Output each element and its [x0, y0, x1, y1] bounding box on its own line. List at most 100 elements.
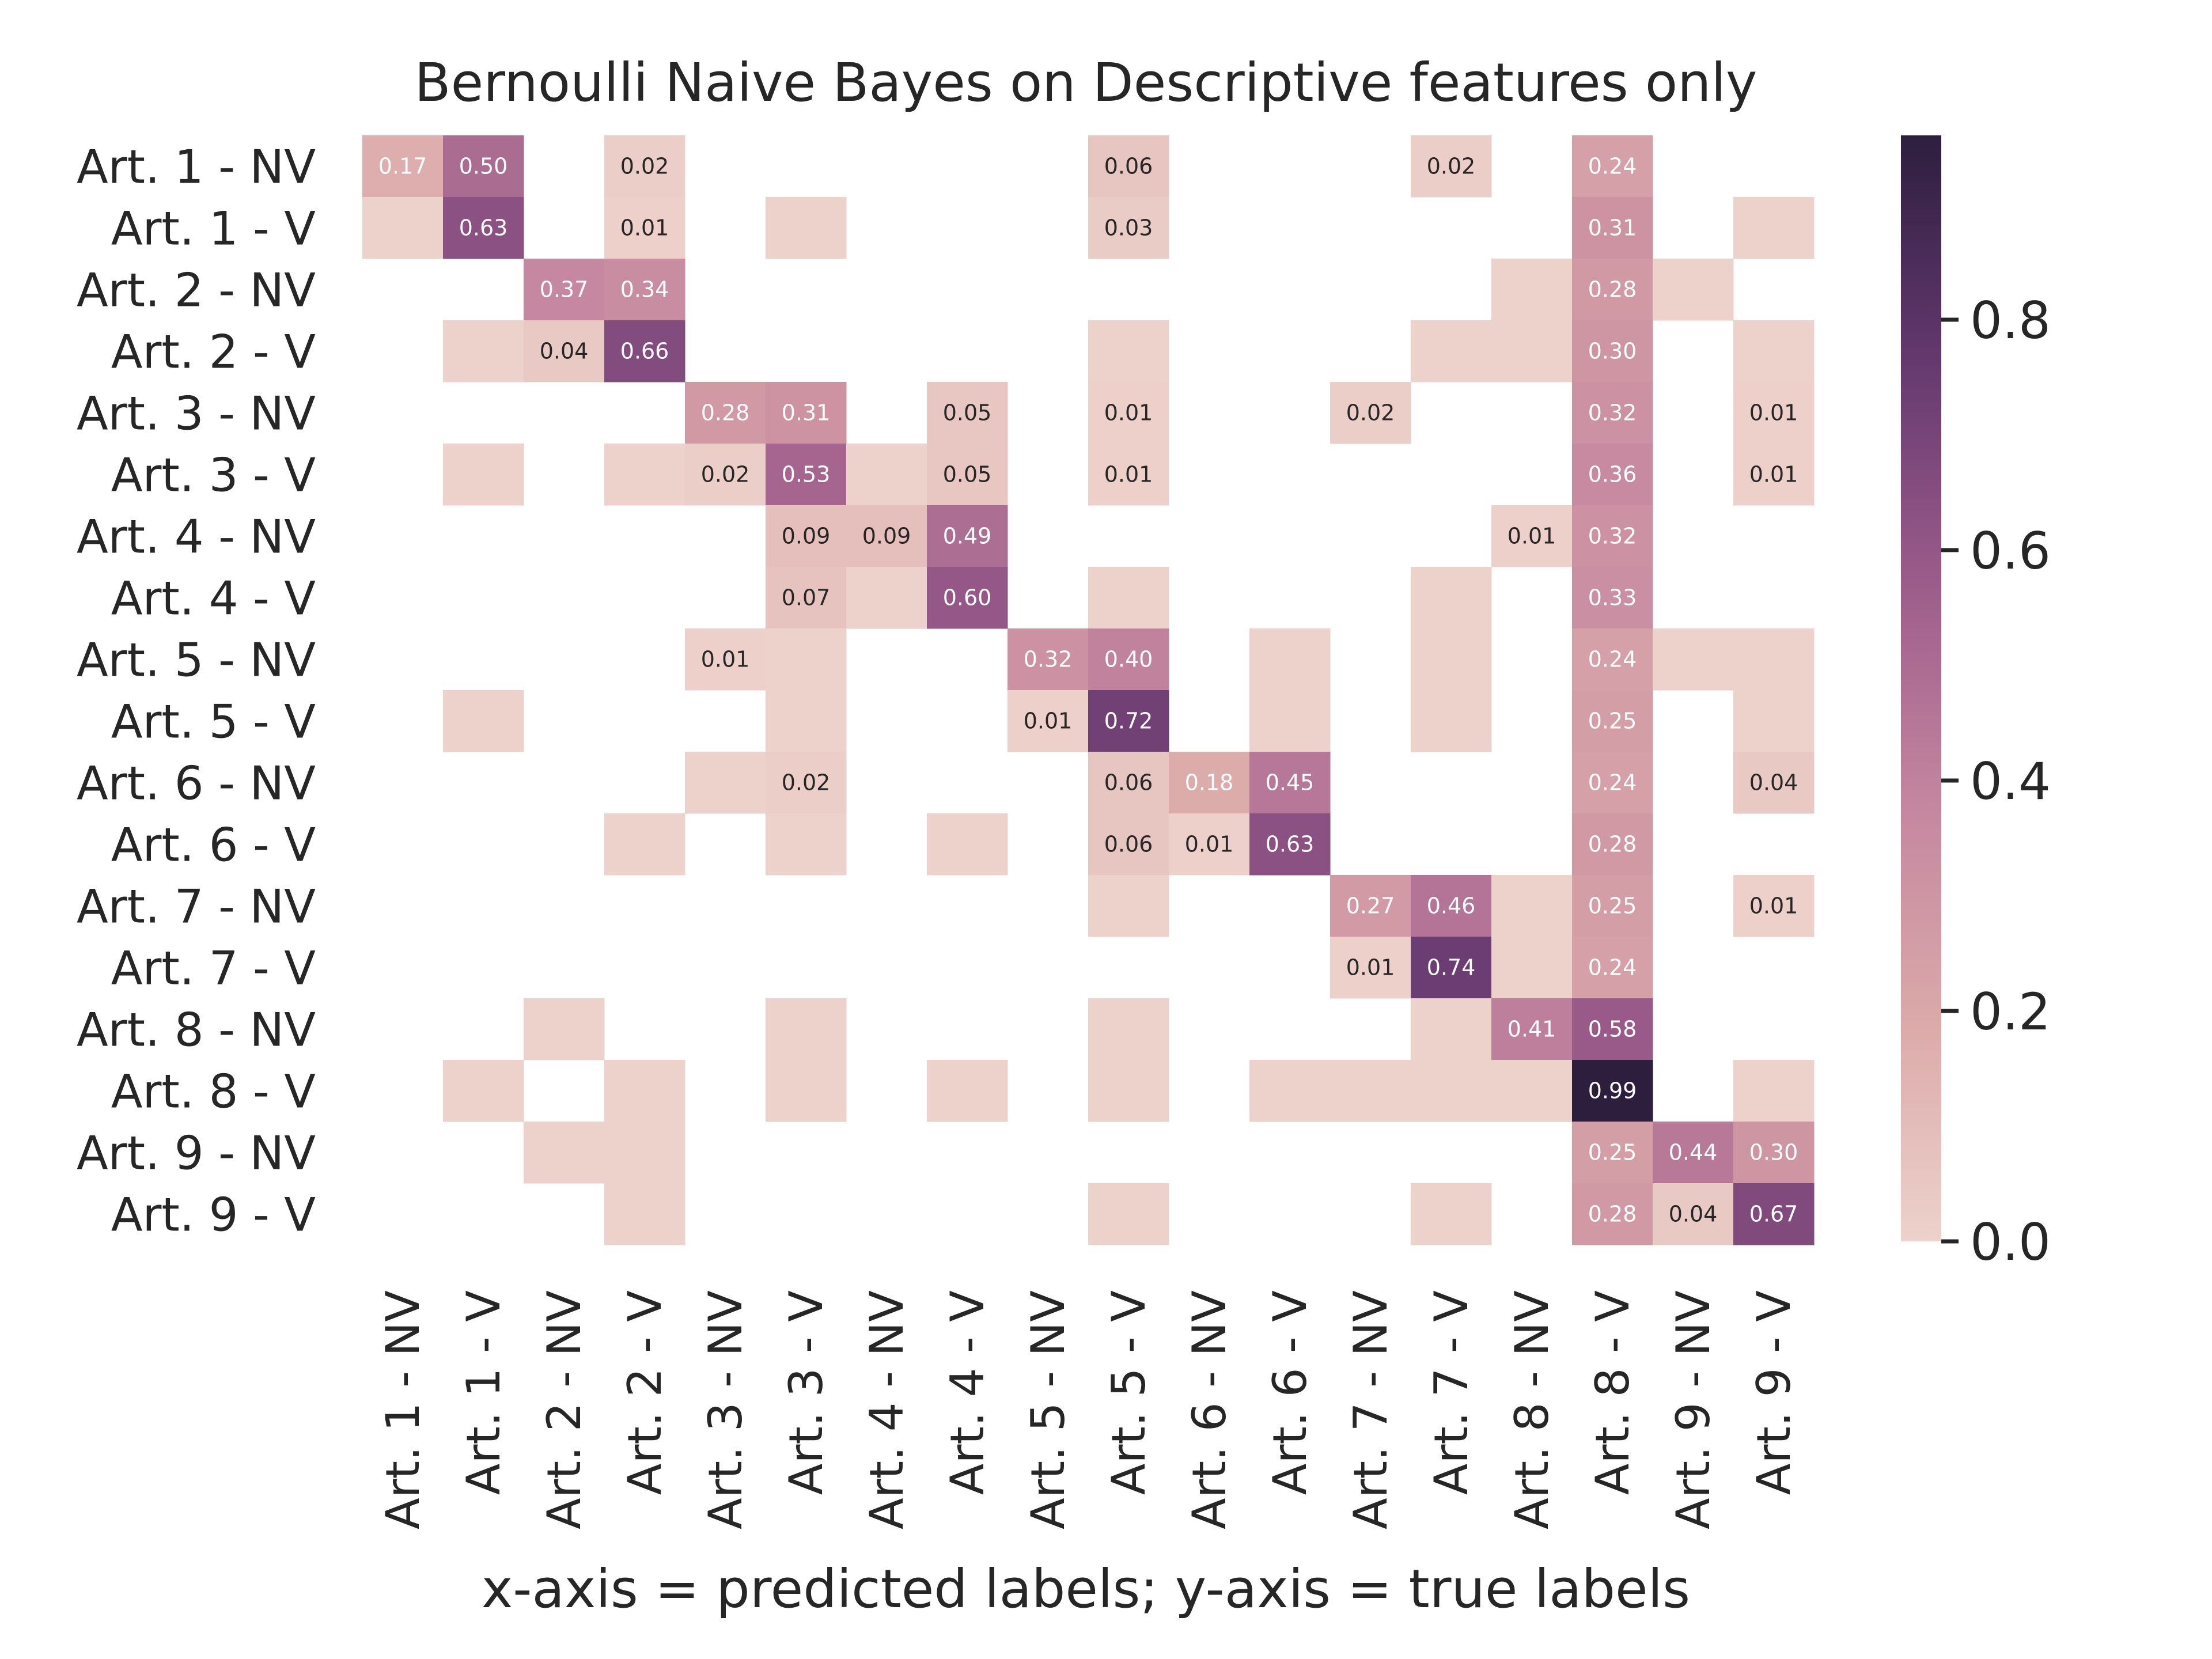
x-tick-label: Art. 3 - NV	[699, 1290, 752, 1529]
cell-value-label: 0.37	[540, 277, 589, 302]
heatmap-cell	[1572, 320, 1653, 382]
cell-value-label: 0.32	[1588, 400, 1637, 426]
heatmap-cell	[1733, 1183, 1815, 1245]
x-tick-label: Art. 7 - V	[1425, 1290, 1478, 1495]
cell-value-label: 0.01	[701, 647, 750, 672]
x-tick-label: Art. 2 - V	[618, 1290, 672, 1495]
y-axis-labels: Art. 1 - NV Art. 1 - V Art. 2 - NV Art. 2 -…	[77, 141, 316, 1242]
cell-value-label: 0.01	[1104, 462, 1153, 487]
cell-value-label: 0.44	[1669, 1140, 1718, 1165]
x-tick-label: Art. 1 - V	[457, 1290, 510, 1495]
heatmap-cell	[1572, 752, 1653, 814]
heatmap-cell	[1088, 628, 1169, 691]
heatmap-cell	[524, 320, 605, 382]
heatmap-cell	[362, 135, 444, 198]
cell-value-label: 0.31	[782, 400, 831, 426]
heatmap-cell	[604, 320, 685, 382]
x-tick-label: Art. 5 - NV	[1021, 1290, 1075, 1529]
heatmap-cell	[1249, 628, 1331, 691]
heatmap-cell	[1572, 505, 1653, 567]
cell-value-label: 0.28	[1588, 1202, 1637, 1227]
cell-value-label: 0.04	[1669, 1202, 1718, 1227]
heatmap-cell	[1572, 1122, 1653, 1184]
x-axis-title: x-axis = predicted labels; y-axis = true…	[482, 1558, 1690, 1620]
heatmap-cell	[927, 813, 1008, 876]
cell-value-label: 0.25	[1588, 893, 1637, 919]
y-tick-label: Art. 4 - NV	[77, 510, 316, 564]
heatmap-cell	[766, 505, 847, 567]
heatmap-cell	[604, 1060, 685, 1122]
heatmap-cell	[685, 382, 766, 444]
heatmap-cell	[846, 444, 927, 506]
heatmap-cell	[1088, 998, 1169, 1060]
heatmap-cell	[604, 813, 685, 876]
y-tick-label: Art. 9 - V	[111, 1188, 316, 1242]
cell-value-label: 0.25	[1588, 709, 1637, 734]
cell-value-label: 0.33	[1588, 585, 1637, 611]
colorbar-tick-label: 0.6	[1970, 521, 2051, 581]
heatmap-cell	[927, 382, 1008, 444]
heatmap-cell	[1572, 1060, 1653, 1122]
colorbar-tick-label: 0.8	[1970, 291, 2051, 350]
y-tick-label: Art. 3 - V	[111, 449, 316, 502]
cell-value-label: 0.01	[1749, 462, 1798, 487]
heatmap-cell	[524, 998, 605, 1060]
heatmap-cell	[1088, 813, 1169, 876]
cell-value-label: 0.01	[1508, 524, 1556, 549]
cell-value-label: 0.49	[943, 524, 992, 549]
colorbar: 0.0 0.2 0.4 0.6 0.8	[1901, 135, 2051, 1272]
heatmap-cell	[1411, 628, 1492, 691]
heatmap-cell	[927, 505, 1008, 567]
heatmap-cell	[1572, 628, 1653, 691]
y-tick-label: Art. 2 - V	[111, 325, 316, 379]
heatmap-cell	[1733, 1060, 1815, 1122]
cell-value-label: 0.24	[1588, 955, 1637, 980]
heatmap-cell	[1653, 259, 1734, 321]
cell-value-label: 0.63	[459, 215, 508, 241]
heatmap-cell	[443, 197, 524, 259]
heatmap-cell	[1088, 1060, 1169, 1122]
heatmap-cell	[1572, 937, 1653, 999]
heatmap-cell	[1088, 690, 1169, 752]
heatmap-cell	[1088, 875, 1169, 937]
cell-value-label: 0.02	[782, 770, 831, 796]
colorbar-tick-label: 0.0	[1970, 1213, 2051, 1272]
heatmap-cell	[766, 382, 847, 444]
y-tick-label: Art. 8 - V	[111, 1065, 316, 1119]
heatmap-cell	[1572, 382, 1653, 444]
cell-value-label: 0.01	[1104, 400, 1153, 426]
heatmap-cell	[1572, 444, 1653, 506]
cell-value-label: 0.06	[1104, 770, 1153, 796]
chart-title: Bernoulli Naive Bayes on Descriptive fea…	[415, 52, 1758, 113]
x-tick-label: Art. 9 - NV	[1666, 1290, 1720, 1529]
heatmap-cell	[685, 628, 766, 691]
heatmap-cell	[1733, 382, 1815, 444]
heatmap-cell	[1411, 998, 1492, 1060]
heatmap-cell	[1491, 320, 1573, 382]
heatmap-cell	[1088, 1183, 1169, 1245]
cell-value-label: 0.30	[1749, 1140, 1798, 1165]
cell-value-label: 0.72	[1104, 709, 1153, 734]
heatmap-cell	[443, 1060, 524, 1122]
cell-value-label: 0.02	[701, 462, 750, 487]
cell-value-label: 0.46	[1427, 893, 1476, 919]
cell-value-label: 0.01	[620, 215, 669, 241]
cell-value-label: 0.06	[1104, 154, 1153, 179]
heatmap-cell	[1411, 1060, 1492, 1122]
heatmap-cell	[443, 690, 524, 752]
heatmap-cell	[766, 690, 847, 752]
x-tick-label: Art. 3 - V	[779, 1290, 833, 1495]
heatmap-cell	[1088, 197, 1169, 259]
cell-value-label: 0.63	[1266, 832, 1315, 857]
heatmap-cell	[1411, 875, 1492, 937]
cell-value-label: 0.09	[862, 524, 911, 549]
cell-value-label: 0.24	[1588, 647, 1637, 672]
colorbar-tick-label: 0.2	[1970, 982, 2051, 1041]
heatmap-cell	[927, 567, 1008, 629]
y-tick-label: Art. 5 - NV	[77, 634, 316, 687]
cell-value-label: 0.53	[782, 462, 831, 487]
heatmap-cell	[1733, 752, 1815, 814]
heatmap-cell	[927, 444, 1008, 506]
heatmap-cell	[1330, 1060, 1411, 1122]
